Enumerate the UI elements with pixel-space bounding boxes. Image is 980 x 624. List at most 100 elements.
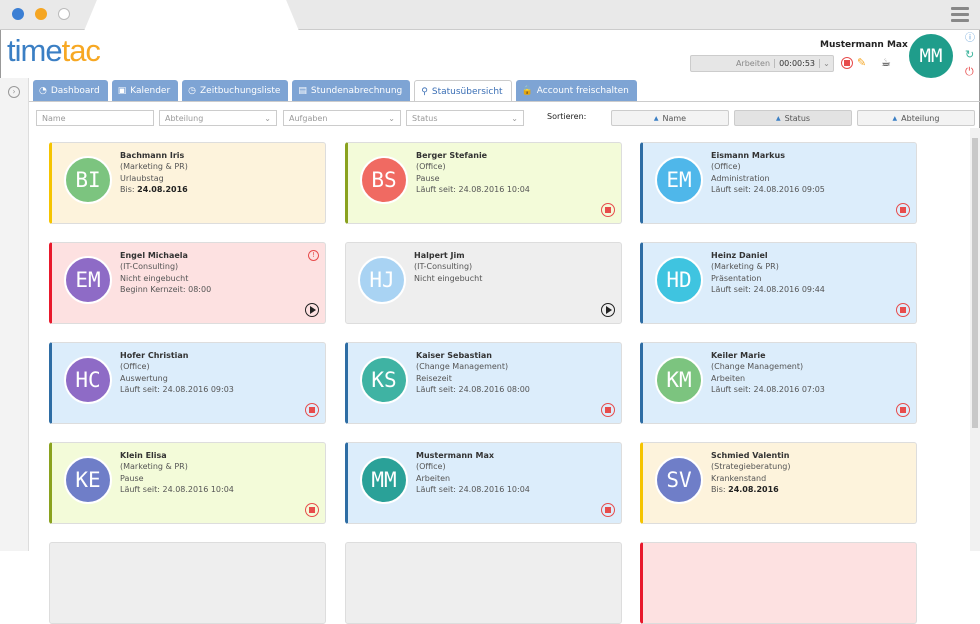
sort-label: Sortieren:	[547, 112, 587, 121]
employee-status: Arbeiten	[711, 373, 746, 383]
edit-note-icon[interactable]: ✎	[857, 56, 867, 69]
sort-status-label: Status	[784, 113, 811, 123]
sort-name-button[interactable]: ▲ Name	[611, 110, 729, 126]
employee-info: Schmied Valentin (Strategieberatung) Kra…	[711, 450, 790, 495]
logo-tac: tac	[61, 33, 101, 68]
coffee-break-icon[interactable]: ☕	[881, 56, 891, 69]
timer-dropdown[interactable]: Arbeiten 00:00:53 ⌄	[690, 55, 834, 72]
employee-status-card[interactable]	[640, 542, 917, 624]
avatar: KS	[360, 356, 408, 404]
employee-status-card[interactable]: EM Engel Michaela (IT-Consulting) Nicht …	[49, 242, 326, 324]
employee-name: Halpert Jim	[414, 251, 465, 260]
employee-department: (Marketing & PR)	[120, 162, 188, 172]
chevron-down-icon[interactable]: ⌄	[819, 59, 833, 68]
tab-zeitbuchungsliste[interactable]: ◷ Zeitbuchungsliste	[182, 80, 289, 101]
employee-name: Schmied Valentin	[711, 451, 790, 460]
status-detail: Beginn Kernzeit: 08:00	[120, 284, 211, 295]
chevron-down-icon: ⌄	[388, 113, 395, 123]
employee-name: Hofer Christian	[120, 351, 189, 360]
user-avatar[interactable]: MM	[909, 34, 953, 78]
logout-icon[interactable]: ⏻	[965, 65, 974, 78]
employee-status: Nicht eingebucht	[414, 273, 483, 283]
status-detail-text: Läuft seit: 24.08.2016 10:04	[120, 484, 234, 494]
tab-account-freischalten[interactable]: 🔒 Account freischalten	[515, 80, 637, 101]
chevron-down-icon: ⌄	[511, 113, 518, 123]
stop-icon[interactable]	[305, 503, 319, 517]
stop-icon[interactable]	[896, 203, 910, 217]
window-close-button[interactable]	[12, 8, 24, 20]
scrollbar-thumb[interactable]	[972, 138, 978, 428]
stop-icon[interactable]	[601, 403, 615, 417]
avatar: HC	[64, 356, 112, 404]
employee-status-card[interactable]	[49, 542, 326, 624]
stop-icon[interactable]	[601, 503, 615, 517]
employee-status-card[interactable]: BI Bachmann Iris (Marketing & PR) Urlaub…	[49, 142, 326, 224]
aufgaben-label: Aufgaben	[289, 113, 328, 123]
avatar: HJ	[358, 256, 406, 304]
logo-time: time	[7, 33, 63, 68]
tab-dashboard[interactable]: ◔ Dashboard	[33, 80, 108, 101]
scrollbar[interactable]	[970, 128, 980, 551]
stop-icon[interactable]	[896, 303, 910, 317]
name-filter-input[interactable]: Name	[36, 110, 154, 126]
stop-icon[interactable]	[601, 203, 615, 217]
employee-status-card[interactable]: EM Eismann Markus (Office) Administratio…	[640, 142, 917, 224]
window-minimize-button[interactable]	[35, 8, 47, 20]
browser-tab[interactable]	[84, 0, 299, 31]
timer-value: 00:00:53	[774, 59, 819, 68]
employee-status-card[interactable]: KS Kaiser Sebastian (Change Management) …	[345, 342, 622, 424]
employee-status: Urlaubstag	[120, 173, 164, 183]
window-maximize-button[interactable]	[58, 8, 70, 20]
refresh-icon[interactable]: ↻	[965, 48, 975, 61]
status-detail-text: Bis:	[711, 484, 729, 494]
status-detail: Läuft seit: 24.08.2016 09:44	[711, 284, 825, 295]
employee-status-card[interactable]: KM Keiler Marie (Change Management) Arbe…	[640, 342, 917, 424]
employee-status-card[interactable]: BS Berger Stefanie (Office) Pause Läuft …	[345, 142, 622, 224]
employee-status-card[interactable]: SV Schmied Valentin (Strategieberatung) …	[640, 442, 917, 524]
employee-department: (Marketing & PR)	[711, 262, 779, 272]
stop-timer-icon[interactable]	[841, 57, 853, 69]
play-icon[interactable]	[601, 303, 615, 317]
status-detail: Läuft seit: 24.08.2016 10:04	[416, 484, 530, 495]
status-detail-text: Läuft seit: 24.08.2016 09:05	[711, 184, 825, 194]
employee-name: Klein Elisa	[120, 451, 167, 460]
employee-status-card[interactable]: HC Hofer Christian (Office) Auswertung L…	[49, 342, 326, 424]
stop-icon[interactable]	[305, 403, 319, 417]
employee-status-card[interactable]: HD Heinz Daniel (Marketing & PR) Präsent…	[640, 242, 917, 324]
status-detail: Läuft seit: 24.08.2016 09:03	[120, 384, 234, 395]
employee-status: Pause	[416, 173, 440, 183]
employee-department: (Strategieberatung)	[711, 462, 791, 472]
sort-status-button[interactable]: ▲ Status	[734, 110, 852, 126]
name-placeholder: Name	[42, 113, 66, 123]
status-until-date: 24.08.2016	[137, 184, 188, 194]
timetac-logo: timetac	[7, 33, 101, 69]
expand-sidebar-icon[interactable]: ›	[8, 86, 20, 98]
employee-status-card[interactable]: KE Klein Elisa (Marketing & PR) Pause Lä…	[49, 442, 326, 524]
employee-status: Präsentation	[711, 273, 762, 283]
employee-department: (Office)	[120, 362, 150, 372]
status-detail: Läuft seit: 24.08.2016 10:04	[120, 484, 234, 495]
employee-department: (Marketing & PR)	[120, 462, 188, 472]
dashboard-icon: ◔	[39, 85, 47, 96]
abteilung-select[interactable]: Abteilung ⌄	[159, 110, 277, 126]
tab-statusübersicht[interactable]: ⚲ Statusübersicht	[414, 80, 512, 102]
play-icon[interactable]	[305, 303, 319, 317]
tab-stundenabrechnung[interactable]: ▤ Stundenabrechnung	[292, 80, 411, 101]
menu-icon[interactable]	[951, 7, 969, 23]
employee-status-card[interactable]: MM Mustermann Max (Office) Arbeiten Läuf…	[345, 442, 622, 524]
stop-icon[interactable]	[896, 403, 910, 417]
employee-status-card[interactable]	[345, 542, 622, 624]
employee-info: Halpert Jim (IT-Consulting) Nicht eingeb…	[414, 250, 482, 284]
status-detail: Läuft seit: 24.08.2016 09:05	[711, 184, 825, 195]
status-detail-text: Läuft seit: 24.08.2016 09:03	[120, 384, 234, 394]
aufgaben-select[interactable]: Aufgaben ⌄	[283, 110, 401, 126]
employee-status-card[interactable]: HJ Halpert Jim (IT-Consulting) Nicht ein…	[345, 242, 622, 324]
status-detail-text: Beginn Kernzeit: 08:00	[120, 284, 212, 294]
tab-kalender[interactable]: ▣ Kalender	[111, 80, 179, 101]
tab-label: Stundenabrechnung	[310, 85, 403, 96]
help-icon[interactable]: ⓘ	[965, 33, 975, 44]
status-select[interactable]: Status ⌄	[406, 110, 524, 126]
employee-name: Mustermann Max	[416, 451, 495, 460]
sort-abteilung-button[interactable]: ▲ Abteilung	[857, 110, 975, 126]
avatar: EM	[64, 256, 112, 304]
